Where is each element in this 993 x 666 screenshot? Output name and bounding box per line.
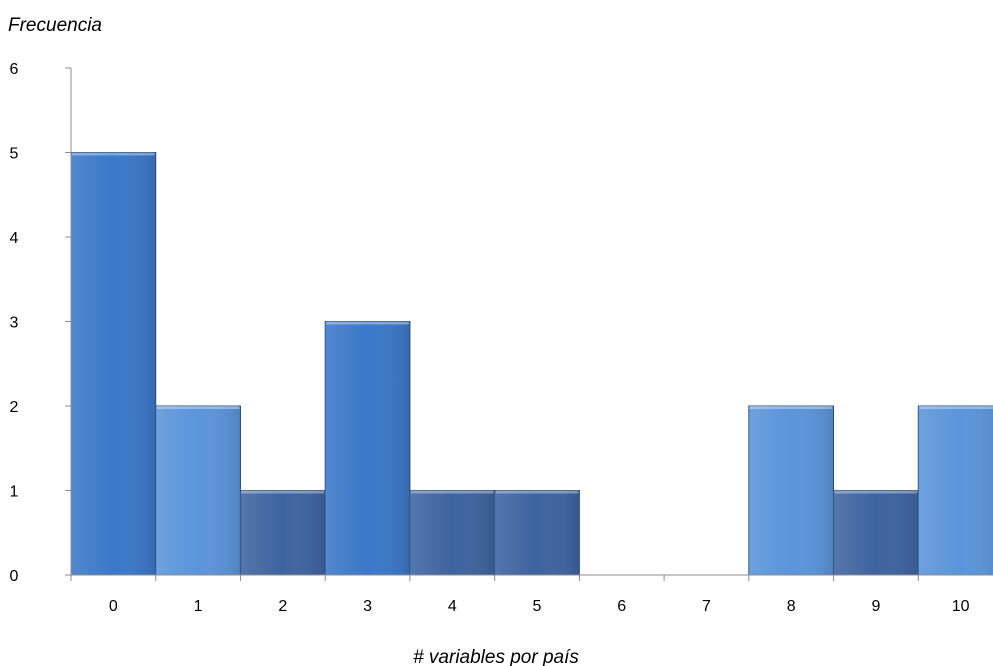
bar-highlight-0 <box>72 152 155 156</box>
x-tick-label: 8 <box>787 598 796 615</box>
x-tick-label: 0 <box>109 598 118 615</box>
x-tick-label: 9 <box>871 598 880 615</box>
y-tick-label: 4 <box>10 230 19 247</box>
y-tick-label: 1 <box>10 484 19 501</box>
bar-highlight-3 <box>326 321 409 325</box>
x-tick-label: 2 <box>278 598 287 615</box>
y-axis-title: Frecuencia <box>8 15 102 36</box>
bar-shade-0 <box>71 152 156 575</box>
y-tick-label: 0 <box>10 568 19 585</box>
x-tick-label: 6 <box>617 598 626 615</box>
bar-highlight-2 <box>241 490 325 494</box>
bar-shade-8 <box>748 406 834 575</box>
bar-shade-4 <box>409 490 495 575</box>
bar-shade-10 <box>918 406 993 575</box>
bars-layer <box>70 152 993 576</box>
bar-highlight-10 <box>919 406 993 409</box>
y-tick-label: 5 <box>10 146 19 163</box>
bar-shade-5 <box>494 490 580 575</box>
bar-shade-3 <box>325 321 410 575</box>
ticks-layer: 0 1 2 3 4 5 6 7 8 9 10 0 1 2 3 4 5 6 <box>10 61 970 615</box>
x-tick-label: 5 <box>533 598 542 615</box>
bar-shade-1 <box>155 406 241 575</box>
x-tick-label: 1 <box>194 598 203 615</box>
x-tick-label: 4 <box>448 598 457 615</box>
y-tick-label: 3 <box>10 315 19 332</box>
y-tick-label: 2 <box>10 399 19 416</box>
bar-highlight-1 <box>156 406 240 409</box>
bar-shade-9 <box>833 490 919 575</box>
x-tick-label: 3 <box>363 598 372 615</box>
y-tick-label: 6 <box>10 61 19 78</box>
x-tick-label: 10 <box>952 598 970 615</box>
bar-highlight-8 <box>749 406 833 409</box>
bar-highlight-4 <box>410 490 494 494</box>
x-tick-label: 7 <box>702 598 711 615</box>
bar-highlight-9 <box>834 490 918 494</box>
bar-shade-2 <box>240 490 326 575</box>
bar-highlight-5 <box>495 490 579 494</box>
x-axis-title: # variables por país <box>413 647 579 666</box>
